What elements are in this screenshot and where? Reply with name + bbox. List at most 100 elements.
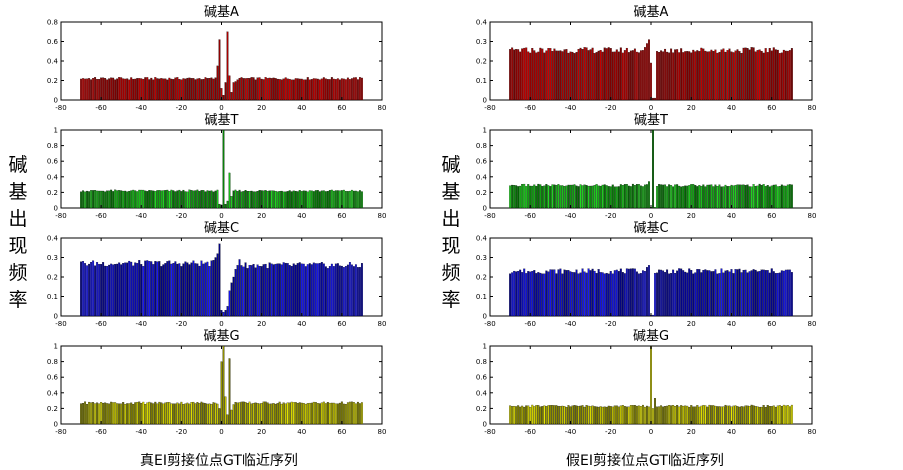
bar [652, 408, 654, 425]
bar [623, 50, 626, 101]
bar [188, 264, 191, 317]
bar [724, 51, 727, 101]
bar [338, 190, 341, 209]
bar [682, 52, 685, 101]
bar [670, 273, 673, 317]
y-tick-label: 0.6 [47, 158, 59, 166]
bar [553, 48, 556, 101]
bar [623, 184, 626, 209]
bar [234, 402, 237, 425]
bar [160, 402, 163, 425]
bar [613, 270, 616, 317]
bar [549, 405, 552, 425]
bar [635, 271, 638, 317]
bar [603, 47, 606, 101]
bar [268, 403, 271, 425]
bar [200, 79, 203, 101]
y-tick-label: 0.2 [476, 405, 487, 413]
bar [529, 185, 532, 209]
bar [130, 261, 133, 317]
bar [573, 53, 576, 101]
bar [158, 78, 161, 101]
x-tick-label: 40 [297, 212, 306, 220]
bar [148, 261, 151, 317]
bar [734, 405, 737, 425]
bar [527, 405, 530, 425]
bar [106, 190, 109, 209]
bar [718, 184, 721, 209]
bar [146, 402, 149, 425]
bar [316, 190, 319, 209]
bar [650, 345, 652, 425]
bar [778, 405, 781, 425]
bar [581, 185, 584, 209]
bar [627, 185, 630, 209]
bar [784, 269, 787, 317]
bar [601, 272, 604, 317]
bar [565, 185, 568, 209]
bar [118, 77, 121, 101]
bar [678, 52, 681, 101]
bar [551, 405, 554, 425]
bar [664, 48, 667, 101]
bar [266, 268, 269, 317]
bar [716, 406, 719, 425]
bar [122, 190, 125, 209]
bar [138, 189, 141, 209]
bar [527, 271, 530, 317]
bar [318, 403, 321, 425]
bar [559, 50, 562, 101]
bar [762, 184, 765, 209]
bar [290, 79, 293, 101]
right-caption: 假EI剪接位点GT临近序列 [566, 453, 724, 469]
bar [248, 191, 251, 209]
bar [216, 403, 219, 425]
bar [218, 243, 221, 317]
bar [170, 403, 173, 425]
bar [204, 262, 207, 317]
bar [535, 52, 538, 101]
bar [706, 270, 709, 317]
bar [110, 189, 113, 209]
bar [768, 186, 771, 209]
bar [140, 264, 143, 317]
bar [290, 265, 293, 317]
chart-title: 碱基G [203, 329, 239, 344]
bar [529, 52, 532, 101]
bar [152, 264, 155, 317]
bar [196, 263, 199, 317]
bar [738, 51, 741, 101]
bar [754, 406, 757, 425]
chart-panel-left-2: 碱基C -80 -60 -40 -20 0 20 40 60 80 0 0.1 0.2 0.3 0.4 [47, 221, 387, 328]
bar [274, 403, 277, 425]
x-tick-label: -60 [525, 320, 536, 328]
bar [746, 272, 749, 317]
bar [210, 260, 213, 317]
bar [232, 404, 235, 425]
bar [760, 269, 763, 317]
bar [108, 78, 111, 101]
bar [256, 403, 259, 425]
bar [782, 49, 785, 101]
bar [284, 262, 287, 317]
bar [523, 47, 526, 101]
bar [680, 405, 683, 425]
bar [672, 186, 675, 209]
bar [710, 49, 713, 101]
y-tick-label: 0 [54, 421, 58, 429]
bar [589, 270, 592, 317]
bar [184, 261, 187, 317]
bar [206, 261, 209, 317]
bar [686, 185, 689, 209]
x-tick-label: 40 [297, 320, 306, 328]
bar [758, 183, 761, 209]
bar [194, 263, 197, 317]
bar [668, 184, 671, 209]
bar [166, 189, 169, 209]
bar [565, 270, 568, 317]
bar [160, 266, 163, 317]
bar [718, 51, 721, 101]
bar [192, 190, 195, 209]
bar [786, 405, 789, 425]
bar [356, 401, 359, 425]
